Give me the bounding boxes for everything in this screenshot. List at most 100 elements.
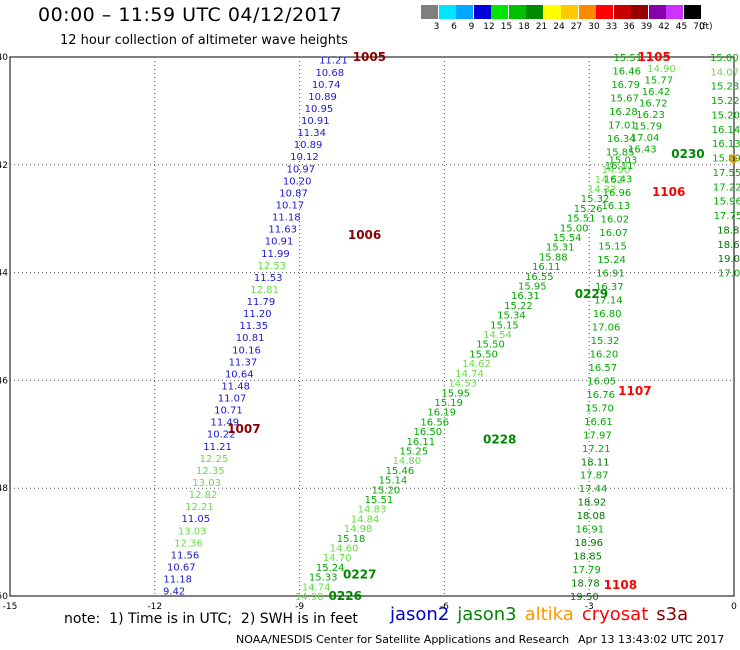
data-point-label: 15.18 — [337, 534, 366, 545]
legend-swatch — [473, 5, 491, 19]
data-point-label: 15.00 — [560, 223, 589, 234]
data-point-label: 17.04 — [631, 133, 660, 144]
satellite-name: jason3 — [457, 604, 517, 625]
legend-swatch — [631, 5, 648, 19]
pass-time-label: 1108 — [604, 578, 637, 592]
data-point-label: 11.49 — [210, 418, 239, 429]
data-point-label: 15.54 — [553, 233, 582, 244]
legend-swatch — [683, 5, 701, 19]
data-point-label: 16.23 — [636, 110, 665, 121]
data-point-label: 10.67 — [167, 562, 196, 573]
data-point-label: 16.11 — [605, 161, 634, 172]
data-point-label: 15.67 — [610, 93, 639, 104]
y-tick-label: -50 — [0, 592, 8, 602]
legend-label: 12 — [483, 22, 495, 32]
data-point-label: 14.62 — [595, 175, 624, 186]
legend-swatch — [613, 5, 631, 19]
data-point-label: 15.50 — [469, 349, 498, 360]
legend-swatch — [438, 5, 456, 19]
data-point-label: 17.0 — [718, 269, 740, 280]
footer-note: note: 1) Time is in UTC; 2) SWH is in fe… — [64, 611, 358, 627]
data-point-label: 15.20 — [372, 485, 401, 496]
data-point-label: 10.22 — [207, 430, 236, 441]
data-point-label: 10.89 — [294, 140, 323, 151]
data-point-label: 16.02 — [600, 215, 629, 226]
data-point-label: 9.42 — [163, 587, 185, 598]
data-point-label: 18.11 — [581, 457, 610, 468]
data-point-label: 14.07 — [710, 67, 739, 78]
data-point-label: 15.95 — [518, 282, 547, 293]
data-point-label: 10.97 — [286, 164, 315, 175]
data-point-label: 15.23 — [711, 82, 740, 93]
data-point-label: 10.89 — [308, 92, 337, 103]
data-point-label: 16.37 — [595, 282, 624, 293]
data-point-label: 17.55 — [713, 168, 740, 179]
data-point-label: 15.79 — [633, 122, 662, 133]
y-tick-label: -48 — [0, 484, 8, 494]
data-point-label: 16.56 — [420, 417, 449, 428]
data-point-label: 15.24 — [597, 255, 626, 266]
data-point-label: 17.14 — [594, 296, 623, 307]
data-point-label: 16.19 — [427, 408, 456, 419]
data-point-label: 15.77 — [645, 75, 674, 86]
data-point-label: 11.79 — [247, 297, 276, 308]
data-point-label: 11.35 — [239, 321, 268, 332]
x-tick-label: 0 — [731, 602, 737, 612]
data-point-label: 18.85 — [573, 552, 602, 563]
data-point-label: 19.0 — [718, 254, 740, 265]
data-point-label: 12.82 — [189, 490, 218, 501]
legend-swatch — [578, 5, 596, 19]
data-point-label: 15.32 — [591, 336, 620, 347]
data-point-label: 14.98 — [344, 524, 373, 535]
data-point-label: 16.57 — [589, 363, 618, 374]
legend-swatch — [456, 5, 473, 19]
x-tick-label: -3 — [585, 602, 594, 612]
data-point-label: 14.70 — [323, 553, 352, 564]
data-point-label: 16.14 — [712, 125, 740, 136]
data-point-label: 16.91 — [575, 525, 604, 536]
pass-time-label: 1007 — [227, 422, 260, 436]
data-point-label: 10.95 — [305, 104, 334, 115]
legend-label: 33 — [605, 22, 618, 32]
data-point-label: 11.56 — [171, 550, 200, 561]
data-point-label: 14.90 — [602, 165, 631, 176]
y-tick-label: -40 — [0, 53, 8, 63]
data-point-label: 15.25 — [400, 446, 429, 457]
data-point-label: 15.15 — [598, 242, 627, 253]
data-point-label: 12.25 — [200, 454, 229, 465]
data-point-label: 11.18 — [163, 575, 192, 586]
data-point-label: 14.84 — [351, 514, 380, 525]
pass-time-label: 0227 — [343, 567, 376, 581]
legend-label: 27 — [570, 22, 583, 32]
data-point-label: 10.16 — [232, 345, 261, 356]
y-tick-label: -44 — [0, 269, 8, 279]
x-tick-label: -6 — [440, 602, 449, 612]
pass-time-label: 1106 — [652, 185, 685, 199]
data-point-label: 15.22 — [504, 301, 533, 312]
legend-label: 15 — [500, 22, 513, 32]
data-point-label: 17.79 — [572, 565, 601, 576]
data-point-label: 16.50 — [413, 427, 442, 438]
data-point-label: 10.17 — [276, 200, 305, 211]
data-point-label: 16.11 — [406, 437, 435, 448]
page-title: 00:00 – 11:59 UTC 04/12/2017 — [38, 4, 343, 26]
data-point-label: 16.28 — [609, 107, 638, 118]
pass-time-label: 0228 — [483, 433, 516, 447]
data-point-label: 18.8 — [717, 225, 739, 236]
data-point-label: 14.54 — [483, 330, 512, 341]
pass-time-label: 1006 — [348, 228, 381, 242]
data-point-label: 11.20 — [243, 309, 272, 320]
data-point-label: 15.19 — [434, 398, 463, 409]
legend-swatch — [421, 5, 438, 19]
data-point-label: 18.96 — [574, 538, 603, 549]
data-point-label: 16.91 — [596, 269, 625, 280]
legend-swatch — [491, 5, 508, 19]
data-point-label: 19.50 — [570, 592, 599, 603]
data-point-label: 17.75 — [714, 211, 740, 222]
data-point-label: 14.74 — [455, 369, 484, 380]
data-point-label: 15.51 — [613, 53, 642, 64]
data-point-label: 16.55 — [525, 272, 554, 283]
legend-swatch — [596, 5, 613, 19]
data-point-label: 15.00 — [710, 53, 739, 64]
satellite-name: altika — [524, 604, 574, 625]
